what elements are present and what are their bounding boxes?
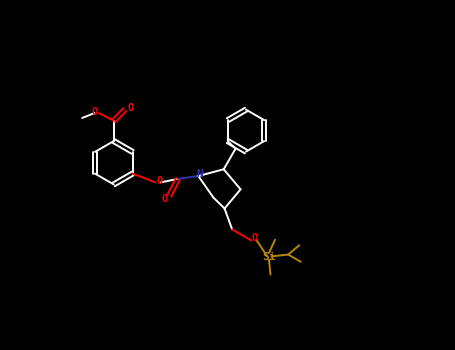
Text: O: O — [127, 103, 134, 113]
Text: N: N — [197, 169, 203, 179]
Text: O: O — [157, 176, 163, 186]
Text: O: O — [162, 194, 168, 204]
Text: O: O — [91, 107, 98, 117]
Text: Si: Si — [262, 252, 276, 262]
Text: O: O — [251, 233, 258, 243]
